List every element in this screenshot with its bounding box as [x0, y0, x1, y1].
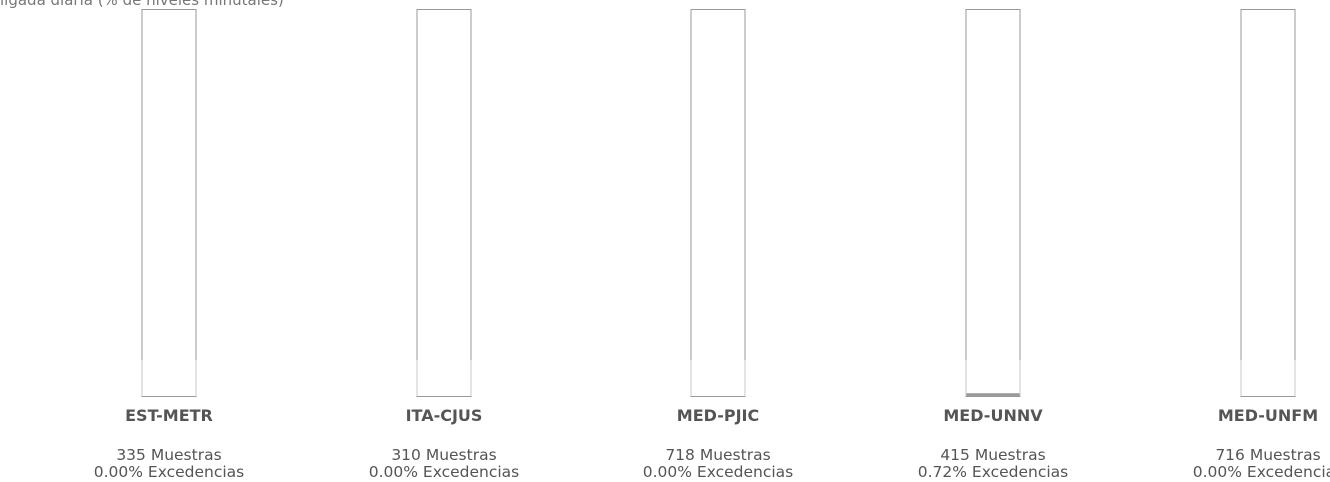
- station-label: ITA-CJUS: [406, 406, 483, 425]
- exceedances-label: 0.00% Excedencias: [94, 463, 245, 481]
- bar-med-unnv: [966, 393, 1020, 396]
- exceedances-label: 0.00% Excedencias: [369, 463, 520, 481]
- samples-label: 415 Muestras: [940, 446, 1045, 464]
- exceedances-label: 0.00% Excedencias: [643, 463, 794, 481]
- bar-frame-med-unnv: [965, 9, 1021, 397]
- station-label: MED-PJIC: [677, 406, 759, 425]
- exceedances-label: 0.00% Excedencias: [1193, 463, 1330, 481]
- exceedances-label: 0.72% Excedencias: [918, 463, 1069, 481]
- station-label: MED-UNFM: [1218, 406, 1318, 425]
- bar-frame-ita-cjus: [416, 9, 472, 397]
- chart-header-text: ligada diaria (% de niveles minutales): [0, 0, 284, 9]
- samples-label: 310 Muestras: [391, 446, 496, 464]
- samples-label: 718 Muestras: [665, 446, 770, 464]
- bar-frame-est-metr: [141, 9, 197, 397]
- station-label: MED-UNNV: [943, 406, 1043, 425]
- bar-frame-med-unfm: [1240, 9, 1296, 397]
- samples-label: 716 Muestras: [1215, 446, 1320, 464]
- samples-label: 335 Muestras: [116, 446, 221, 464]
- bar-frame-med-pjic: [690, 9, 746, 397]
- station-label: EST-METR: [125, 406, 213, 425]
